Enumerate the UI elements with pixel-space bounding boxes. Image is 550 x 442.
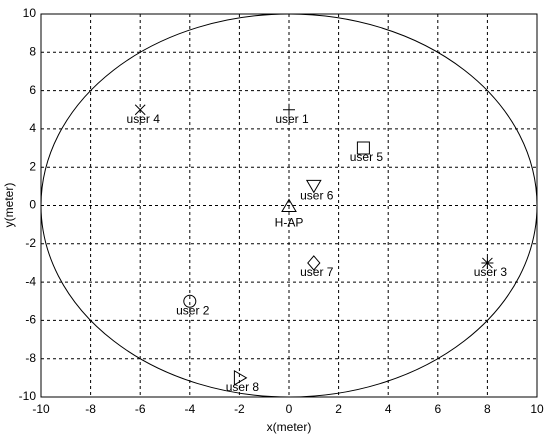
y-tick-label: 2 (29, 159, 36, 173)
marker (183, 294, 197, 308)
y-axis-label: y(meter) (2, 183, 16, 228)
marker (283, 103, 295, 116)
y-tick-label: -8 (25, 351, 36, 365)
marker (233, 369, 248, 386)
point-label: H-AP (275, 216, 304, 230)
y-tick-label: -6 (25, 313, 36, 327)
y-tick-label: 4 (29, 121, 36, 135)
x-tick-label: 6 (434, 402, 441, 416)
point-label: user 5 (350, 150, 384, 164)
x-tick-label: -10 (32, 402, 50, 416)
x-tick-label: -6 (135, 402, 146, 416)
y-tick-label: -4 (25, 274, 36, 288)
y-tick-label: 6 (29, 83, 36, 97)
x-tick-label: -8 (85, 402, 96, 416)
point-label: user 2 (176, 303, 210, 317)
point-label: user 1 (275, 112, 309, 126)
coverage-circle (40, 13, 538, 398)
x-axis-label: x(meter) (267, 420, 312, 434)
point-label: user 6 (300, 189, 334, 203)
marker (134, 104, 146, 116)
marker (481, 256, 494, 269)
x-tick-label: 10 (530, 402, 544, 416)
y-tick-label: 10 (23, 6, 37, 20)
x-tick-label: -4 (184, 402, 195, 416)
marker (307, 255, 321, 271)
marker (305, 179, 322, 194)
x-tick-label: 4 (385, 402, 392, 416)
y-tick-label: -10 (19, 389, 37, 403)
y-tick-label: 8 (29, 44, 36, 58)
y-tick-label: -2 (25, 236, 36, 250)
x-tick-label: 2 (335, 402, 342, 416)
x-tick-label: -2 (234, 402, 245, 416)
marker (281, 198, 297, 212)
y-tick-label: 0 (29, 198, 36, 212)
x-tick-label: 8 (484, 402, 491, 416)
marker (356, 141, 370, 155)
point-label: user 3 (474, 265, 508, 279)
x-tick-label: 0 (286, 402, 293, 416)
point-label: user 8 (226, 380, 260, 394)
point-label: user 7 (300, 265, 334, 279)
point-label: user 4 (127, 112, 161, 126)
